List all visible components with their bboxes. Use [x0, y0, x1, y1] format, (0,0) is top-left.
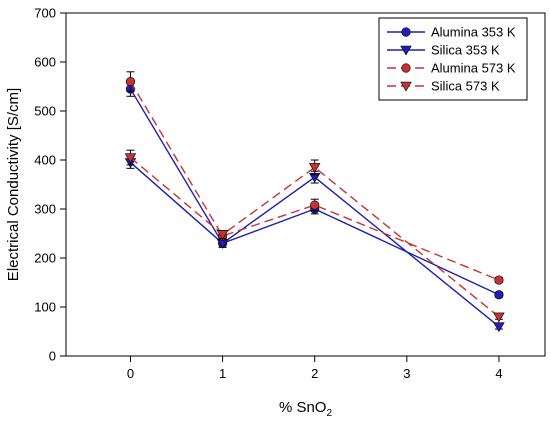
data-point — [125, 76, 136, 87]
data-point — [493, 312, 505, 323]
x-axis-title-main: % SnO — [279, 399, 327, 416]
legend-label-alumina-353k: Alumina 353 K — [431, 25, 516, 40]
legend-label-silica-573k: Silica 573 K — [431, 79, 500, 94]
data-point — [124, 153, 137, 164]
x-tick-label: 3 — [403, 366, 410, 381]
y-tick-label: 400 — [34, 153, 56, 168]
plot-area: 0 100 200 300 400 500 600 700 0 1 2 3 4 — [34, 6, 546, 381]
x-axis-title: % SnO2 — [279, 399, 333, 419]
series-alumina-353k — [125, 81, 504, 300]
series-silica-573k — [124, 149, 505, 323]
legend-marker-silica-353k — [400, 45, 412, 56]
y-tick-label: 0 — [49, 349, 56, 364]
x-tick-label: 1 — [219, 366, 226, 381]
y-tick-label: 600 — [34, 55, 56, 70]
y-tick-label: 200 — [34, 251, 56, 266]
x-tick-label: 2 — [311, 366, 318, 381]
series-silica-353k — [124, 156, 505, 333]
legend-marker-silica-573k — [400, 81, 412, 92]
legend: Alumina 353 K Silica 353 K Alumina 573 K Si… — [378, 17, 528, 101]
y-axis-title: Electrical Conductivity [S/cm] — [5, 88, 22, 281]
plot-frame — [65, 12, 546, 357]
y-tick-label: 700 — [34, 6, 56, 21]
series-line-alumina-353k — [129, 88, 500, 296]
series-line-alumina-573k — [129, 81, 500, 281]
data-point — [216, 230, 229, 241]
data-point — [308, 163, 321, 173]
data-point — [310, 200, 320, 210]
x-tick-label: 4 — [495, 366, 502, 381]
series-line-silica-573k — [130, 157, 500, 318]
series-marks — [124, 71, 505, 333]
data-point — [494, 290, 504, 300]
legend-label-silica-353k: Silica 353 K — [431, 43, 500, 58]
legend-marker-alumina-353k — [401, 27, 411, 37]
data-point — [494, 275, 504, 285]
legend-label-alumina-573k: Alumina 573 K — [431, 61, 516, 76]
data-point — [493, 322, 505, 333]
x-tick-label: 0 — [127, 366, 134, 381]
series-line-silica-353k — [130, 161, 500, 328]
x-axis-title-subscript: 2 — [326, 408, 332, 419]
y-tick-label: 100 — [34, 300, 56, 315]
y-tick-label: 300 — [34, 202, 56, 217]
legend-marker-alumina-573k — [401, 63, 411, 73]
y-tick-label: 500 — [34, 104, 56, 119]
